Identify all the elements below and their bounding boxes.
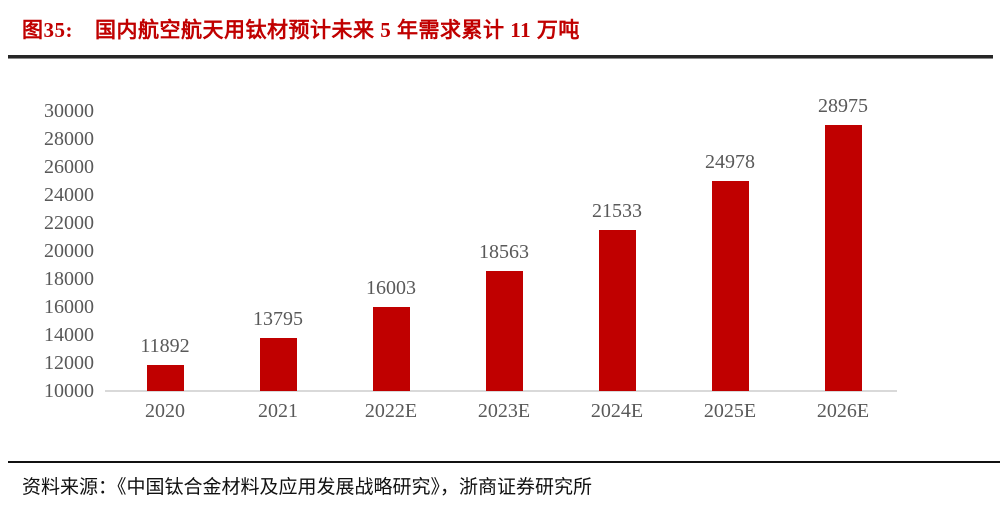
x-axis-tick-label: 2026E (816, 400, 870, 422)
x-axis-tick-label: 2022E (364, 400, 418, 422)
bar-value-label: 13795 (253, 307, 303, 330)
x-axis-tick-label: 2023E (477, 400, 531, 422)
bar-2023E (485, 271, 523, 391)
x-axis-line (105, 390, 897, 392)
bar-2021 (259, 337, 297, 391)
bar-value-label: 24978 (705, 151, 755, 174)
x-axis-tick-label: 2024E (590, 400, 644, 422)
y-axis-tick-label: 24000 (44, 184, 94, 206)
y-axis-tick-label: 16000 (44, 296, 94, 318)
y-axis-tick-label: 20000 (44, 240, 94, 262)
bar-2020 (146, 364, 184, 391)
bar-2024E (598, 229, 636, 391)
y-axis-tick-label: 30000 (44, 100, 94, 122)
y-axis-tick-label: 22000 (44, 212, 94, 234)
bar-value-label: 21533 (592, 199, 642, 222)
bar-2025E (711, 181, 749, 391)
source-text: 《中国钛合金材料及应用发展战略研究》，浙商证券研究所 (117, 477, 593, 498)
bar-value-label: 28975 (818, 95, 868, 118)
y-axis-tick-label: 12000 (44, 352, 94, 374)
y-axis-tick-label: 14000 (44, 324, 94, 346)
x-axis-tick-label: 2025E (703, 400, 757, 422)
bar-2022E (372, 306, 410, 391)
y-axis-tick-label: 28000 (44, 128, 94, 150)
source-label: 资料来源： (22, 477, 118, 498)
y-axis-tick-label: 18000 (44, 268, 94, 290)
figure-number: 图35: (22, 18, 73, 42)
y-axis-tick-label: 26000 (44, 156, 94, 178)
bar-value-label: 16003 (366, 276, 416, 299)
bar-2026E (824, 125, 862, 391)
source-divider (8, 461, 1000, 463)
x-axis-tick-label: 2020 (145, 400, 185, 422)
x-axis-tick-label: 2021 (258, 400, 298, 422)
source-line: 资料来源：《中国钛合金材料及应用发展战略研究》，浙商证券研究所 (22, 472, 592, 499)
title-divider (8, 55, 993, 59)
y-axis-tick-label: 10000 (44, 380, 94, 402)
bar-value-label: 11892 (140, 334, 190, 357)
bar-value-label: 18563 (479, 241, 529, 264)
figure-title: 图35: 国内航空航天用钛材预计未来 5 年需求累计 11 万吨 (22, 14, 580, 44)
figure-title-text: 国内航空航天用钛材预计未来 5 年需求累计 11 万吨 (95, 18, 580, 42)
